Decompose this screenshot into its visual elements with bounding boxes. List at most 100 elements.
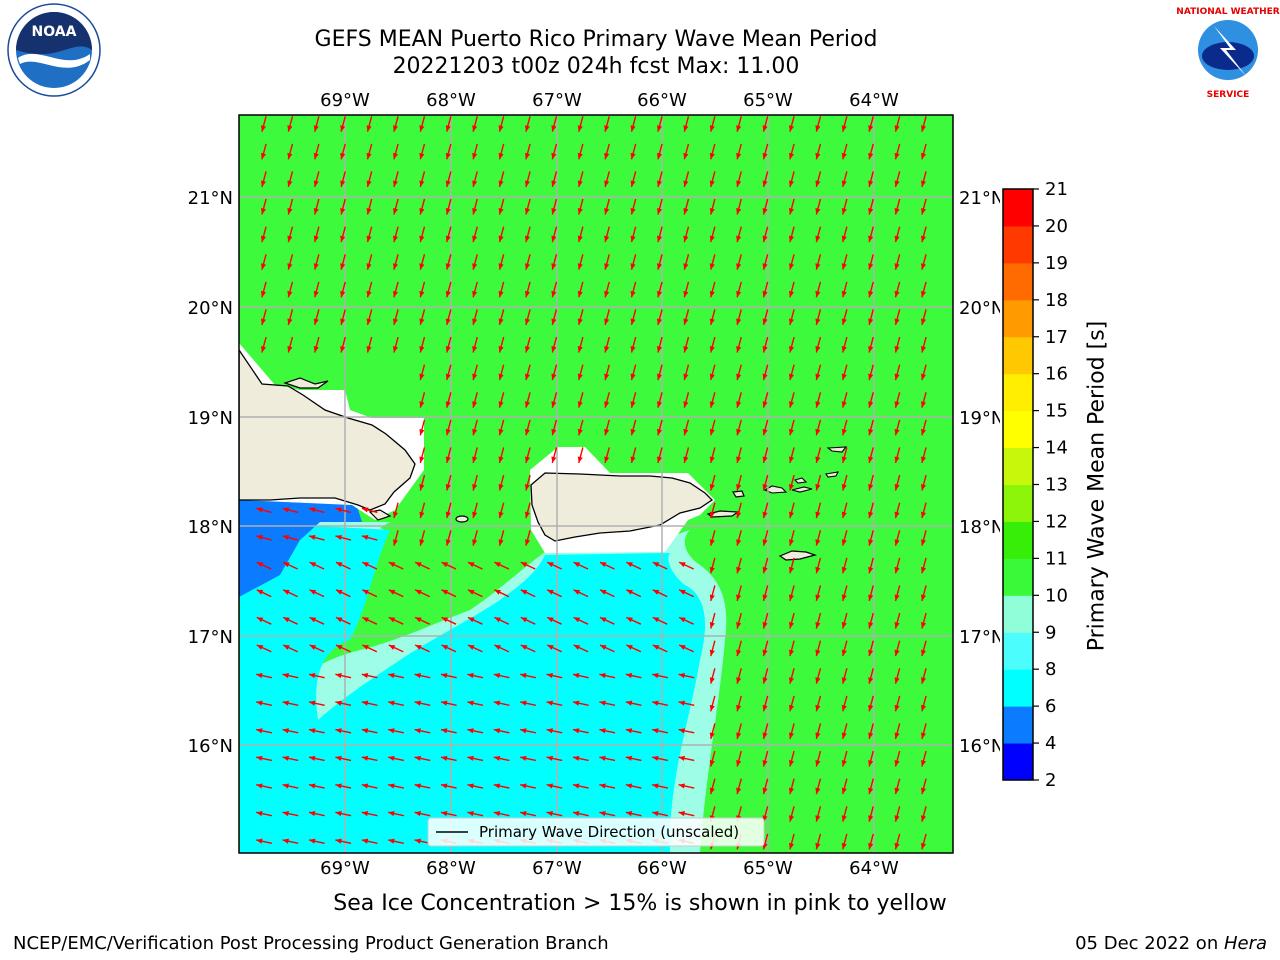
wave-arrow	[498, 171, 505, 188]
wave-arrow	[815, 392, 822, 408]
wave-arrow	[762, 530, 769, 546]
wave-arrow	[920, 336, 927, 353]
wave-arrow	[709, 612, 716, 629]
wave-arrow	[414, 755, 431, 762]
wave-arrow	[445, 254, 452, 270]
wave-arrow	[340, 116, 346, 132]
lat-label-right: 21°N	[959, 188, 1000, 209]
wave-arrow	[335, 616, 351, 625]
wave-arrow	[599, 783, 616, 789]
wave-arrow	[419, 116, 426, 132]
wave-arrow	[683, 309, 690, 326]
wave-arrow	[894, 668, 901, 684]
wave-arrow	[709, 447, 716, 464]
wave-arrow	[551, 447, 558, 464]
wave-arrow	[313, 254, 320, 270]
wave-arrow	[625, 783, 642, 789]
wave-arrow	[309, 644, 325, 653]
wave-arrow	[524, 143, 531, 160]
wave-arrow	[625, 700, 642, 706]
wave-arrow	[599, 561, 615, 570]
wave-arrow	[841, 585, 848, 602]
wave-arrow	[467, 755, 484, 762]
colorbar-segment	[1003, 669, 1033, 707]
wave-arrow	[472, 447, 478, 464]
map-frame	[238, 114, 954, 854]
wave-arrow	[520, 755, 536, 762]
wave-arrow	[736, 723, 742, 740]
svg-text:NATIONAL WEATHER: NATIONAL WEATHER	[1176, 7, 1279, 17]
wave-arrow	[335, 838, 352, 844]
wave-arrow	[709, 281, 716, 298]
colorbar-tick-label: 21	[1045, 179, 1068, 200]
wave-arrow	[419, 474, 426, 491]
wave-arrow	[520, 811, 536, 817]
wave-arrow	[683, 254, 690, 270]
colorbar-tick-label: 2	[1045, 770, 1056, 791]
wave-arrow	[340, 281, 346, 298]
wave-arrow	[868, 419, 874, 436]
wave-arrow	[683, 447, 690, 464]
wave-arrow	[815, 447, 822, 464]
wave-arrow	[599, 673, 616, 679]
wave-arrow	[604, 392, 610, 408]
wave-arrow	[788, 806, 795, 822]
wave-arrow	[467, 561, 483, 570]
wave-arrow	[577, 281, 584, 298]
wave-arrow	[788, 833, 795, 850]
wave-arrow	[736, 309, 742, 326]
wave-arrow	[815, 171, 822, 188]
wave-arrow	[392, 198, 399, 215]
wave-arrow	[841, 419, 848, 436]
lat-label-right: 18°N	[959, 517, 1000, 538]
wave-arrow	[868, 612, 874, 629]
wave-arrow	[309, 616, 325, 625]
wave-arrow	[920, 750, 927, 767]
wave-arrow	[572, 700, 589, 706]
colorbar-tick-label: 12	[1045, 511, 1068, 532]
wave-arrow	[599, 589, 615, 598]
wave-arrow	[868, 530, 874, 546]
wave-arrow	[577, 254, 584, 270]
colorbar-tick-label: 6	[1045, 696, 1056, 717]
colorbar-segment	[1003, 225, 1033, 264]
wave-arrow	[920, 557, 927, 574]
wave-arrow	[282, 838, 299, 844]
wave-arrow	[256, 616, 272, 625]
colorbar-segment	[1003, 595, 1033, 633]
wave-arrow	[414, 673, 431, 679]
wave-arrow	[419, 281, 426, 298]
wave-arrow	[815, 695, 822, 712]
wave-arrow	[841, 750, 848, 767]
wave-direction-arrows	[256, 116, 927, 850]
wave-arrow	[361, 755, 378, 762]
wave-arrow	[546, 811, 563, 817]
wave-arrow	[894, 447, 901, 464]
wave-arrow	[282, 589, 298, 598]
wave-arrow	[604, 143, 610, 160]
colorbar-segment	[1003, 189, 1033, 227]
wave-arrow	[419, 309, 426, 326]
wave-arrow	[656, 447, 663, 464]
wave-arrow	[894, 723, 901, 740]
wave-arrow	[256, 838, 272, 844]
wave-arrow	[524, 474, 531, 491]
wave-arrow	[546, 700, 563, 706]
wave-arrow	[573, 561, 589, 570]
wave-arrow	[788, 778, 795, 795]
wave-arrow	[762, 254, 769, 270]
wave-arrow	[868, 502, 874, 519]
wave-arrow	[335, 755, 352, 762]
wave-arrow	[340, 226, 346, 243]
wave-arrow	[736, 254, 742, 270]
wave-arrow	[894, 281, 901, 298]
wave-arrow	[493, 755, 510, 762]
wave-arrow	[841, 695, 848, 712]
wave-arrow	[630, 281, 637, 298]
wave-arrow	[546, 755, 563, 762]
wave-arrow	[678, 673, 695, 679]
wave-arrow	[683, 116, 690, 132]
wave-arrow	[894, 530, 901, 546]
wave-arrow	[630, 392, 637, 408]
colorbar-segment	[1003, 558, 1033, 596]
